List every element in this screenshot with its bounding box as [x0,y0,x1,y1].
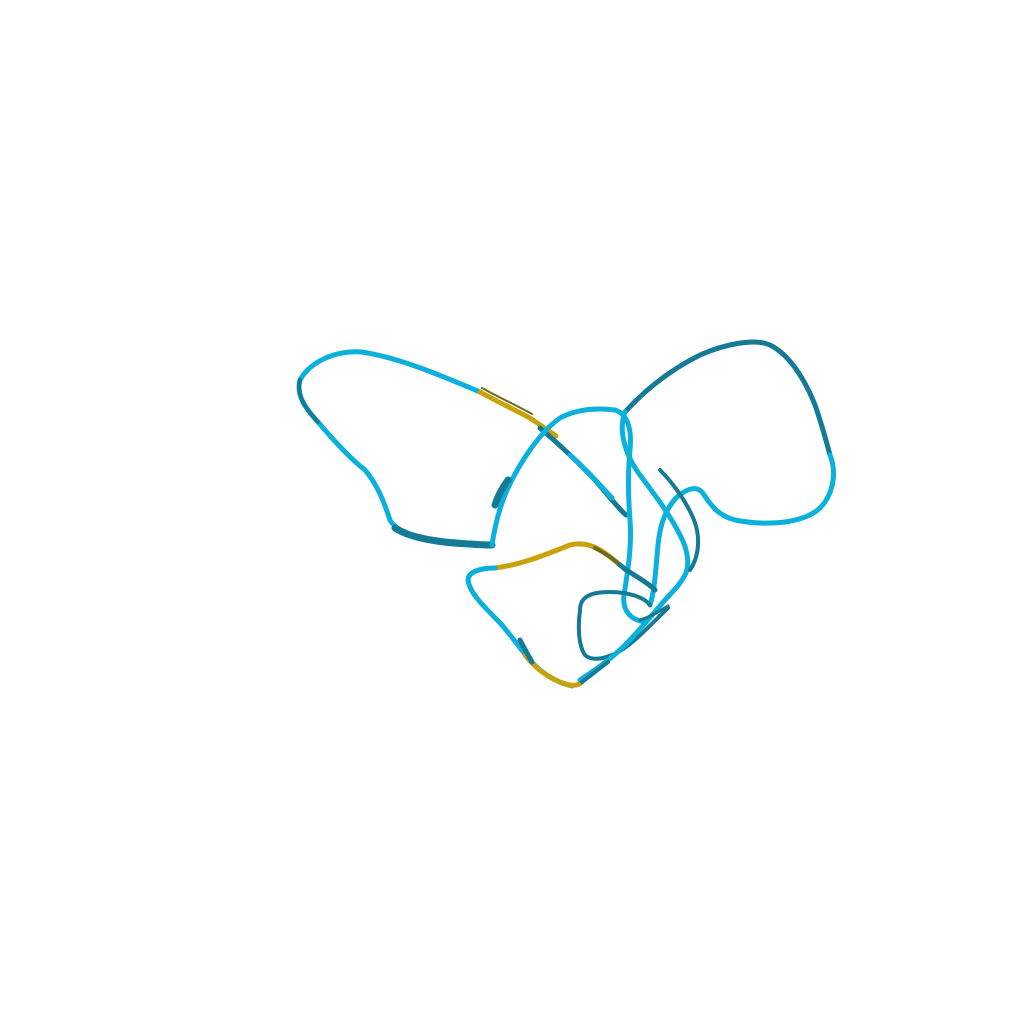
left-loop-shadow [297,378,320,424]
lower-left-loop [465,565,575,689]
inner-crossing-coil [577,572,688,683]
right-loop-light [647,452,836,608]
bottom-strand [522,652,585,688]
lower-left-coil-dark [617,562,658,593]
right-loop-inner-dark [658,468,701,572]
lower-strand [492,541,623,571]
left-loop-lower-strand [391,524,496,549]
left-loop-coil [296,349,495,548]
right-loop-dark [622,339,833,458]
bottom-strand-edge [517,637,535,665]
upper-strand [477,389,559,439]
center-arch [489,406,648,625]
right-loop-inner [619,409,691,578]
upper-strand-edge [481,387,533,415]
inner-tail [580,660,610,684]
center-diagonal-dark [537,425,629,518]
center-arch-base [491,476,512,509]
protein-backbone [296,339,836,689]
tail-end [638,604,670,622]
center-diagonal-light [567,452,615,501]
